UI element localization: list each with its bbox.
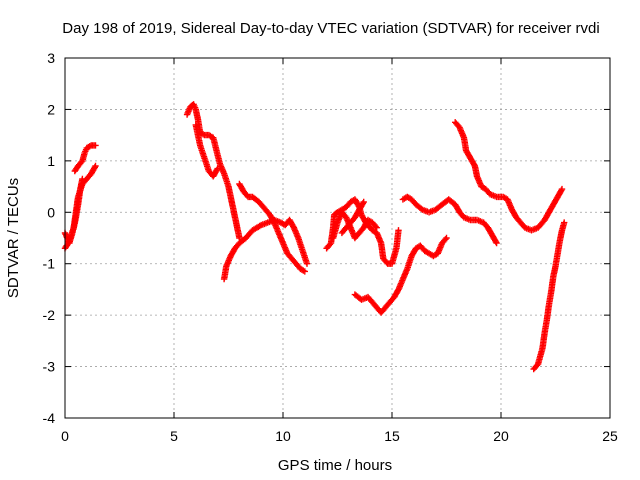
x-tick-label: 5	[170, 428, 178, 444]
x-tick-label: 15	[384, 428, 400, 444]
data-point	[226, 255, 233, 263]
y-tick-label: 0	[47, 204, 55, 220]
grid-lines	[65, 58, 610, 418]
y-axis-label: SDTVAR / TECUs	[5, 178, 22, 298]
x-tick-labels: 0 5 10 15 20 25	[61, 428, 618, 444]
y-tick-label: 2	[47, 101, 55, 117]
data-point	[395, 227, 402, 234]
data-point	[558, 185, 566, 193]
y-tick-label: -1	[43, 256, 56, 272]
data-point	[493, 239, 500, 247]
axis-ticks	[64, 57, 611, 419]
data-point	[360, 198, 367, 206]
data-point	[92, 142, 99, 149]
x-tick-label: 10	[275, 428, 291, 444]
y-tick-label: 3	[47, 50, 55, 66]
y-tick-labels: -4 -3 -2 -1 0 1 2 3	[43, 50, 56, 426]
y-tick-label: -4	[43, 410, 56, 426]
chart-title: Day 198 of 2019, Sidereal Day-to-day VTE…	[62, 20, 599, 37]
data-point	[373, 224, 380, 231]
y-tick-label: -2	[43, 307, 56, 323]
data-point	[443, 234, 450, 242]
data-point	[213, 166, 221, 174]
data-point	[303, 260, 311, 267]
data-point	[214, 165, 221, 172]
data-point	[79, 175, 86, 183]
data-point	[359, 200, 367, 207]
data-point	[442, 236, 449, 243]
x-axis-label: GPS time / hours	[278, 457, 392, 474]
x-tick-label: 20	[493, 428, 509, 444]
data-point	[301, 268, 308, 275]
x-tick-label: 25	[602, 428, 618, 444]
plot-frame	[64, 57, 611, 419]
y-tick-label: -3	[43, 359, 56, 375]
data-point	[372, 223, 379, 230]
y-tick-label: 1	[47, 153, 55, 169]
data-point	[92, 162, 99, 170]
x-tick-label: 0	[61, 428, 69, 444]
data-point	[561, 219, 568, 226]
data-points	[61, 101, 568, 373]
